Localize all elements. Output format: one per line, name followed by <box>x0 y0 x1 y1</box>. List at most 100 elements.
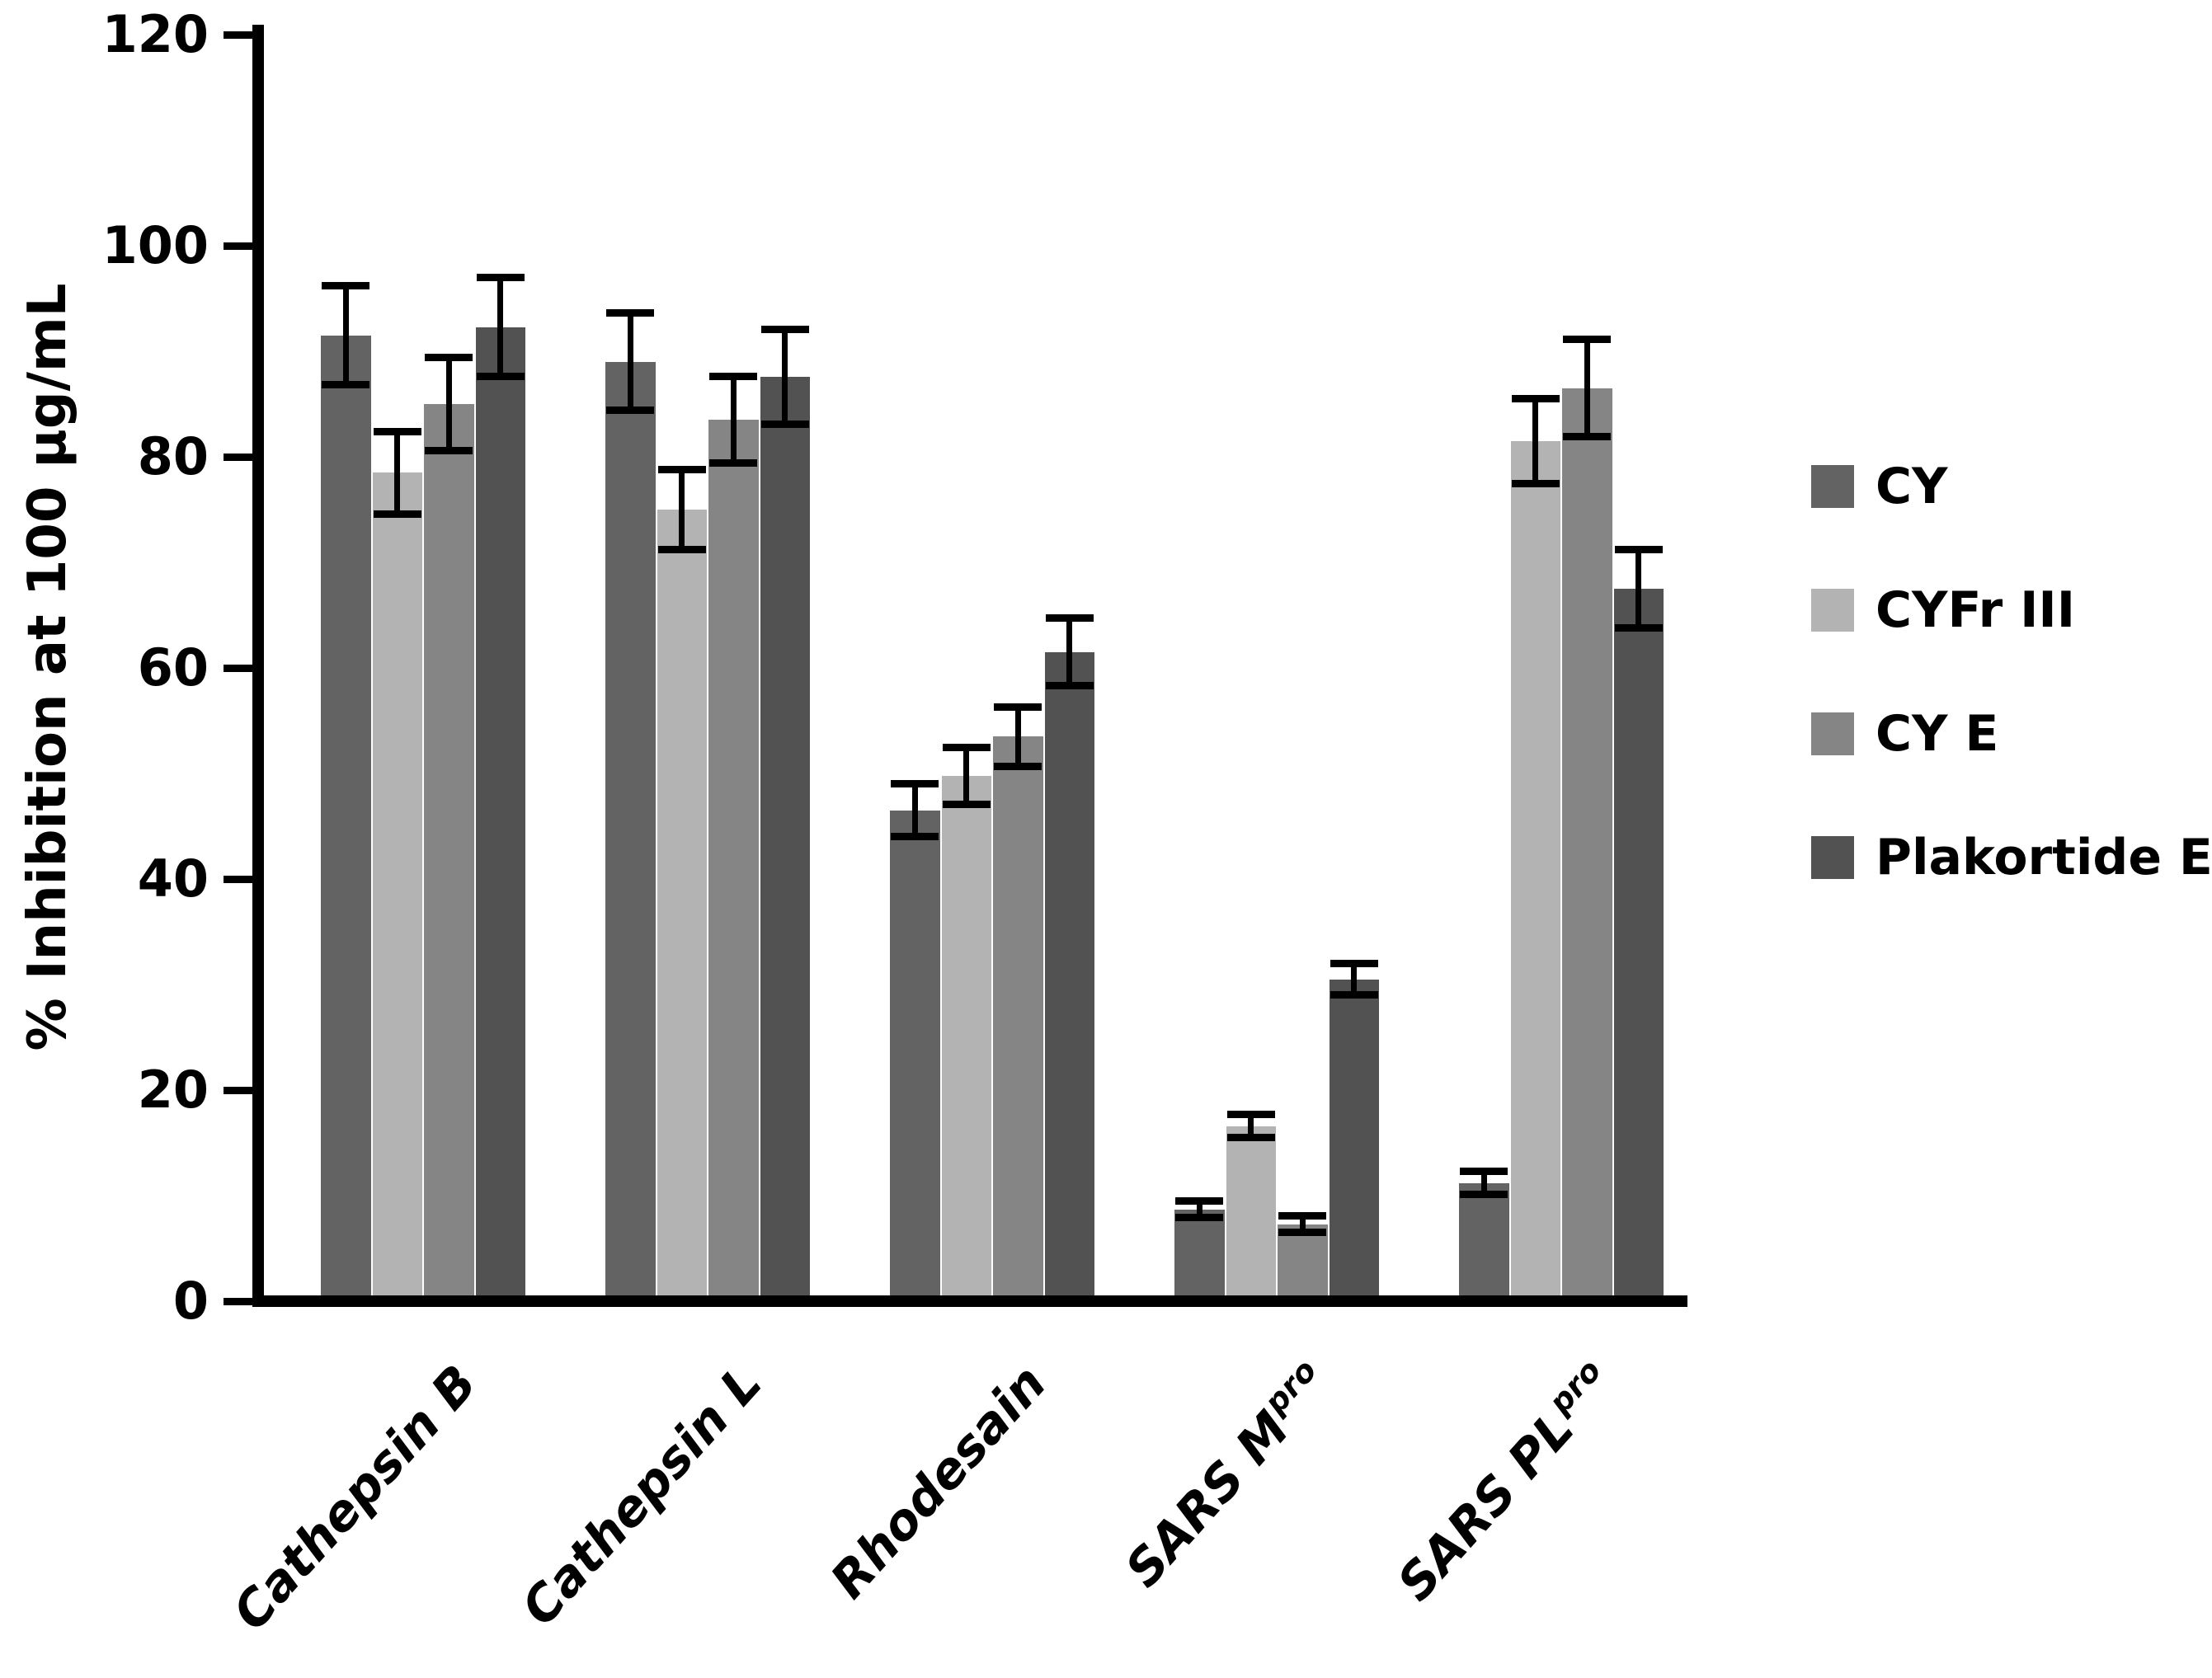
legend-label-cy: CY <box>1875 458 1948 515</box>
y-tick-100 <box>224 242 252 250</box>
y-axis-line <box>252 25 264 1307</box>
x-label-text: SARS M <box>1114 1400 1301 1599</box>
error-bar-cap-top <box>425 354 473 362</box>
x-axis-label-cathepsin-b: Cathepsin B <box>0 1354 489 1678</box>
error-bar-cap-bottom <box>1175 1214 1224 1222</box>
error-bar-cap-bottom <box>1563 433 1612 441</box>
error-bar-stem <box>679 469 685 550</box>
legend-item-plakortide-e: Plakortide E <box>1811 831 2212 884</box>
error-bar-stem <box>1351 963 1358 995</box>
error-bar-stem <box>1248 1114 1254 1138</box>
y-tick-20 <box>224 1086 252 1094</box>
legend-label-plakortide-e: Plakortide E <box>1875 829 2212 886</box>
x-label-text: Cathepsin L <box>511 1354 774 1638</box>
error-bar-stem <box>1584 339 1590 437</box>
error-bar-cap-bottom <box>891 833 939 841</box>
error-bar-cap-top <box>1226 1110 1275 1118</box>
error-bar-cap-bottom <box>373 510 421 518</box>
error-bar-cap-bottom <box>476 373 525 381</box>
error-bar-stem <box>963 747 970 805</box>
bar-cy-rhodesain <box>890 810 940 1301</box>
error-bar-stem <box>627 313 633 411</box>
error-bar-cap-bottom <box>1511 479 1560 487</box>
y-tick-label-0: 0 <box>172 1271 209 1331</box>
error-bar-stem <box>445 357 452 451</box>
error-bar-stem <box>394 431 401 515</box>
error-bar-cap-top <box>1045 614 1094 623</box>
legend-swatch-cyfr-iii <box>1811 589 1854 632</box>
legend-item-cy-e: CY E <box>1811 707 1998 760</box>
legend-label-cy-e: CY E <box>1875 705 1999 763</box>
legend-item-cyfr-iii: CYFr III <box>1811 584 2075 637</box>
bar-cy-sars-mpro <box>1174 1209 1225 1301</box>
error-bar-cap-bottom <box>1330 991 1378 999</box>
x-label-text: Rhodesain <box>819 1354 1058 1610</box>
error-bar-stem <box>1480 1171 1487 1195</box>
error-bar-cap-bottom <box>1045 682 1094 690</box>
error-bar-cap-top <box>1175 1196 1224 1205</box>
y-tick-120 <box>224 31 252 39</box>
x-label-text: Cathepsin B <box>222 1354 489 1642</box>
error-bar-cap-top <box>1563 336 1612 344</box>
error-bar-cap-bottom <box>322 381 370 389</box>
error-bar-cap-top <box>1278 1211 1327 1220</box>
error-bar-cap-bottom <box>606 407 655 415</box>
error-bar-stem <box>1066 618 1073 686</box>
error-bar-cap-top <box>657 465 706 473</box>
y-tick-40 <box>224 875 252 883</box>
bar-plakortide-e-rhodesain <box>1044 651 1094 1301</box>
y-tick-label-40: 40 <box>137 848 209 909</box>
error-bar-stem <box>730 376 737 463</box>
error-bar-cap-bottom <box>1460 1191 1508 1199</box>
error-bar-cap-top <box>476 273 525 281</box>
error-bar-cap-top <box>373 427 421 435</box>
error-bar-cap-bottom <box>1614 623 1663 632</box>
error-bar-cap-bottom <box>760 420 809 428</box>
y-tick-label-20: 20 <box>137 1060 209 1120</box>
error-bar-cap-top <box>709 373 758 381</box>
bar-cyfr-iii-cathepsin-b <box>372 472 422 1301</box>
bar-cyfr-iii-rhodesain <box>941 775 991 1301</box>
error-bar-stem <box>1532 398 1539 483</box>
error-bar-stem <box>782 329 788 425</box>
y-tick-60 <box>224 664 252 672</box>
bar-plakortide-e-cathepsin-l <box>760 376 810 1301</box>
error-bar-cap-bottom <box>709 459 758 468</box>
bar-cy-e-sars-mpro <box>1278 1224 1328 1301</box>
error-bar-stem <box>1014 707 1021 767</box>
y-tick-label-80: 80 <box>137 426 209 486</box>
y-tick-label-60: 60 <box>137 637 209 698</box>
error-bar-cap-top <box>942 743 991 751</box>
error-bar-stem <box>342 285 349 385</box>
legend-swatch-plakortide-e <box>1811 836 1854 879</box>
legend-label-cyfr-iii: CYFr III <box>1875 581 2076 639</box>
error-bar-cap-top <box>606 309 655 317</box>
bar-cyfr-iii-sars-plpro <box>1510 440 1560 1301</box>
y-tick-label-120: 120 <box>101 4 209 64</box>
bar-cy-cathepsin-b <box>321 335 371 1301</box>
error-bar-cap-bottom <box>657 546 706 554</box>
bar-plakortide-e-cathepsin-b <box>475 327 525 1301</box>
error-bar-stem <box>1299 1215 1306 1233</box>
bar-cy-e-sars-plpro <box>1562 388 1612 1301</box>
x-axis-line <box>252 1295 1687 1307</box>
legend-swatch-cy <box>1811 465 1854 508</box>
y-tick-label-100: 100 <box>101 215 209 275</box>
error-bar-stem <box>1635 549 1642 628</box>
error-bar-cap-bottom <box>942 800 991 808</box>
bar-cyfr-iii-cathepsin-l <box>657 510 707 1301</box>
error-bar-stem <box>911 783 918 837</box>
error-bar-cap-bottom <box>994 762 1042 770</box>
bar-cy-cathepsin-l <box>605 361 656 1301</box>
bar-cy-e-cathepsin-b <box>424 404 474 1301</box>
bar-plakortide-e-sars-mpro <box>1329 979 1379 1301</box>
bar-cy-e-rhodesain <box>993 736 1043 1301</box>
error-bar-stem <box>497 277 504 377</box>
error-bar-cap-bottom <box>425 446 473 454</box>
error-bar-cap-top <box>1460 1168 1508 1176</box>
legend-swatch-cy-e <box>1811 712 1854 755</box>
error-bar-cap-top <box>994 703 1042 711</box>
x-label-text: SARS PL <box>1386 1400 1586 1612</box>
error-bar-cap-top <box>322 282 370 290</box>
